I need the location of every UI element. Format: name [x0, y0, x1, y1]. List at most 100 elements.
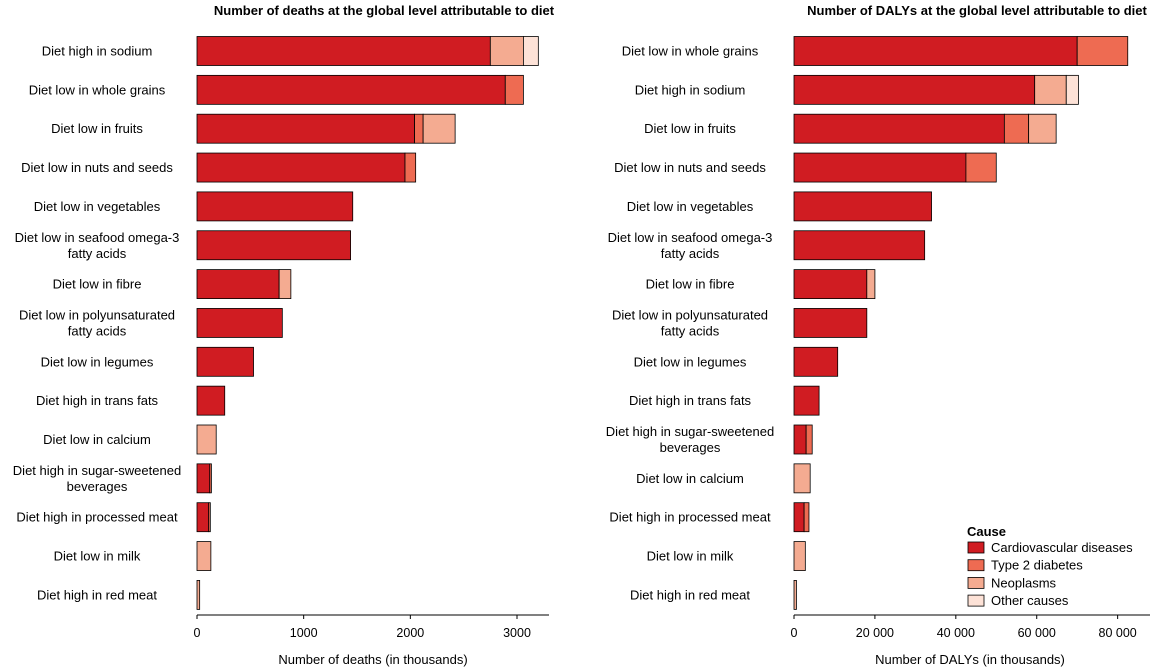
deaths-category-label-line: Diet low in polyunsaturated [19, 307, 175, 322]
deaths-category-label-line: Diet high in trans fats [36, 393, 159, 408]
dalys-bar-diet-low-in-calcium-neoplasms [793, 463, 811, 494]
legend: Cause Cardiovascular diseases Type 2 diab… [967, 524, 1133, 608]
deaths-bar-diet-low-in-whole-grains-cardiovascular-diseases [196, 74, 506, 105]
dalys-category-label: Diet low in vegetables [627, 199, 754, 214]
dalys-category-label-line: Diet low in legumes [634, 354, 747, 369]
dalys-category-label: Diet high in sodium [635, 82, 746, 97]
deaths-bar-diet-high-in-processed-meat-cardiovascular-diseases [196, 502, 210, 533]
dalys-bar-diet-low-in-polyunsaturated-fatty-acids-cardiovascular-diseases [793, 308, 868, 338]
deaths-category-label-line: Diet high in sodium [42, 44, 153, 59]
dalys-category-label-line: Diet low in milk [647, 549, 734, 564]
dalys-chart-panel: Number of DALYs at the global level attr… [606, 3, 1150, 667]
deaths-bar-diet-low-in-polyunsaturated-fatty-acids-cardiovascular-diseases [196, 308, 283, 338]
dalys-category-label-line: beverages [660, 440, 721, 455]
dalys-category-label-line: Diet high in processed meat [609, 510, 771, 525]
dalys-bar-diet-low-in-fruits-neoplasms [1028, 113, 1057, 144]
dalys-category-label: Diet low in polyunsaturated fatty acids [612, 307, 768, 338]
deaths-bar-diet-high-in-processed-meat-type-2-diabetes [208, 502, 211, 533]
deaths-bar-diet-low-in-legumes-cardiovascular-diseases [196, 346, 254, 377]
deaths-category-label-line: Diet high in red meat [37, 587, 157, 602]
dalys-bar-diet-low-in-fruits-type-2-diabetes [1003, 113, 1030, 144]
dalys-x-tick-label: 0 [791, 626, 798, 640]
deaths-category-label-line: Diet low in vegetables [34, 199, 161, 214]
dalys-category-label-line: Diet low in seafood omega-3 [608, 230, 773, 245]
dalys-category-label: Diet low in seafood omega-3 fatty acids [608, 230, 773, 261]
deaths-category-label: Diet high in sugar-sweetened beverages [13, 463, 181, 494]
dalys-category-label-line: Diet low in fibre [646, 277, 735, 292]
dalys-bar-diet-high-in-sodium-neoplasms [1034, 74, 1067, 105]
deaths-bar-diet-low-in-fibre-cardiovascular-diseases [196, 269, 280, 300]
deaths-bar-diet-high-in-sugar-sweetened-beverages-cardiovascular-diseases [196, 463, 211, 494]
dalys-category-labels: Diet low in whole grains Diet high in sod… [606, 44, 774, 603]
dalys-category-label-line: Diet high in red meat [630, 587, 750, 602]
deaths-bar-diet-low-in-fruits-cardiovascular-diseases [196, 113, 416, 144]
deaths-bar-diet-low-in-nuts-and-seeds-type-2-diabetes [404, 152, 417, 183]
dalys-category-label: Diet high in processed meat [609, 510, 771, 525]
dalys-category-label: Diet low in milk [647, 549, 734, 564]
deaths-bar-diet-low-in-fruits-neoplasms [422, 113, 456, 144]
dalys-bar-diet-low-in-legumes-cardiovascular-diseases [793, 346, 839, 377]
deaths-category-label: Diet high in processed meat [16, 510, 178, 525]
deaths-bar-diet-high-in-sodium-other-causes [523, 36, 539, 66]
deaths-category-label-line: beverages [67, 479, 128, 494]
deaths-category-label-line: Diet low in whole grains [29, 82, 166, 97]
dalys-category-label-line: Diet low in vegetables [627, 199, 754, 214]
deaths-category-label-line: fatty acids [68, 246, 127, 261]
dalys-bar-diet-high-in-processed-meat-cardiovascular-diseases [793, 502, 805, 533]
deaths-bar-diet-low-in-whole-grains-type-2-diabetes [504, 74, 524, 105]
deaths-category-label: Diet low in whole grains [29, 82, 166, 97]
dalys-category-label-line: Diet low in calcium [636, 471, 744, 486]
dalys-category-label-line: fatty acids [661, 246, 720, 261]
dalys-category-label-line: Diet low in fruits [644, 121, 736, 136]
legend-label-neo: Neoplasms [991, 575, 1057, 590]
dalys-bar-diet-low-in-whole-grains-cardiovascular-diseases [793, 36, 1078, 66]
deaths-chart-title: Number of deaths at the global level att… [214, 3, 555, 18]
deaths-category-label-line: Diet low in nuts and seeds [21, 160, 173, 175]
deaths-category-label: Diet high in trans fats [36, 393, 159, 408]
dalys-bar-diet-low-in-seafood-omega-3-fatty-acids-cardiovascular-diseases [793, 230, 926, 261]
deaths-category-label-line: Diet low in legumes [41, 354, 154, 369]
dalys-bar-diet-high-in-trans-fats-cardiovascular-diseases [793, 385, 820, 416]
dalys-bar-diet-high-in-sodium-other-causes [1065, 74, 1079, 105]
legend-title: Cause [967, 524, 1006, 539]
deaths-chart-bars [196, 36, 539, 610]
dalys-bar-diet-low-in-vegetables-cardiovascular-diseases [793, 191, 932, 222]
legend-label-oth: Other causes [991, 593, 1069, 608]
deaths-category-label: Diet low in calcium [43, 432, 151, 447]
deaths-category-label: Diet low in milk [54, 549, 141, 564]
deaths-x-axis-label: Number of deaths (in thousands) [278, 652, 467, 667]
deaths-category-label-line: Diet high in processed meat [16, 510, 178, 525]
dalys-bar-diet-low-in-fibre-neoplasms [866, 269, 876, 300]
dalys-category-label: Diet high in red meat [630, 587, 750, 602]
deaths-category-label-line: Diet high in sugar-sweetened [13, 463, 181, 478]
dalys-category-label-line: Diet high in trans fats [629, 393, 752, 408]
deaths-bar-diet-high-in-sodium-cardiovascular-diseases [196, 36, 491, 66]
deaths-category-label: Diet low in seafood omega-3 fatty acids [15, 230, 180, 261]
dalys-category-label-line: Diet low in whole grains [622, 44, 759, 59]
deaths-bar-diet-high-in-trans-fats-cardiovascular-diseases [196, 385, 226, 416]
deaths-x-tick-label: 0 [194, 626, 201, 640]
deaths-chart-panel: Number of deaths at the global level att… [13, 3, 555, 667]
deaths-bar-diet-high-in-sodium-neoplasms [489, 36, 524, 66]
dalys-category-label-line: Diet low in polyunsaturated [612, 307, 768, 322]
legend-label-cvd: Cardiovascular diseases [991, 540, 1133, 555]
dalys-x-tick-label: 60 000 [1018, 626, 1056, 640]
dalys-x-axis-label: Number of DALYs (in thousands) [875, 652, 1065, 667]
deaths-category-label-line: Diet low in milk [54, 549, 141, 564]
dalys-bar-diet-high-in-sodium-cardiovascular-diseases [793, 74, 1036, 105]
deaths-bar-diet-high-in-red-meat-neoplasms [196, 580, 201, 610]
dalys-category-label: Diet low in fruits [644, 121, 736, 136]
deaths-category-label: Diet high in sodium [42, 44, 153, 59]
deaths-category-label: Diet low in fruits [51, 121, 143, 136]
dalys-category-label: Diet low in nuts and seeds [614, 160, 766, 175]
dalys-category-label-line: Diet high in sugar-sweetened [606, 424, 774, 439]
deaths-bar-diet-low-in-milk-neoplasms [196, 541, 212, 571]
dalys-bar-diet-low-in-whole-grains-type-2-diabetes [1076, 36, 1129, 66]
deaths-bar-diet-low-in-seafood-omega-3-fatty-acids-cardiovascular-diseases [196, 230, 352, 261]
dalys-chart-bars [793, 36, 1129, 610]
dalys-category-label: Diet low in calcium [636, 471, 744, 486]
dalys-category-label: Diet high in trans fats [629, 393, 752, 408]
deaths-bar-diet-low-in-calcium-neoplasms [196, 424, 217, 455]
legend-swatch-cvd [967, 541, 985, 554]
